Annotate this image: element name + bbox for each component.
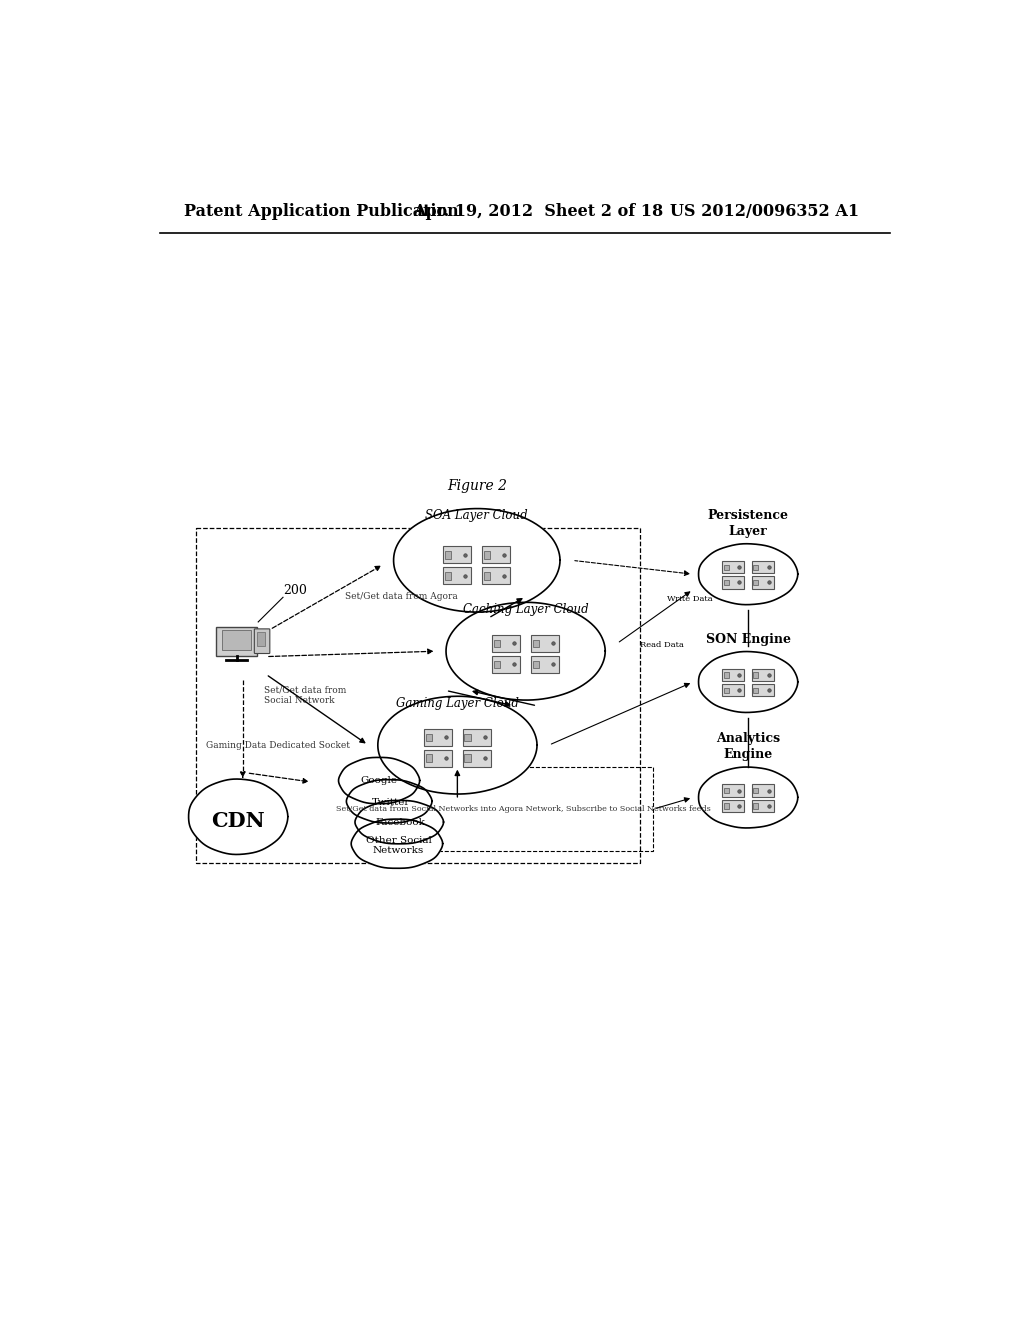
Text: Analytics
Engine: Analytics Engine [716,733,780,762]
FancyBboxPatch shape [257,632,265,645]
FancyBboxPatch shape [754,688,758,693]
FancyBboxPatch shape [722,561,744,573]
FancyBboxPatch shape [722,684,744,697]
FancyBboxPatch shape [482,568,510,585]
FancyBboxPatch shape [493,635,520,652]
Text: Set/Get data from Social Networks into Agora Network, Subscribe to Social Networ: Set/Get data from Social Networks into A… [336,805,711,813]
FancyBboxPatch shape [426,755,432,762]
Text: Patent Application Publication: Patent Application Publication [183,203,459,220]
FancyBboxPatch shape [754,788,758,793]
FancyBboxPatch shape [484,572,490,579]
Polygon shape [355,800,443,843]
FancyBboxPatch shape [754,803,758,809]
Bar [394,767,653,851]
FancyBboxPatch shape [532,640,539,647]
Polygon shape [698,544,798,605]
Text: Set/Get data from Agora: Set/Get data from Agora [345,593,458,601]
Polygon shape [698,652,798,713]
FancyBboxPatch shape [724,579,728,585]
Polygon shape [393,508,560,612]
Text: Persistence
Layer: Persistence Layer [708,510,788,539]
FancyBboxPatch shape [463,750,490,767]
FancyBboxPatch shape [445,552,452,558]
Polygon shape [378,696,537,795]
FancyBboxPatch shape [752,561,773,573]
FancyBboxPatch shape [722,577,744,589]
FancyBboxPatch shape [532,660,539,668]
FancyBboxPatch shape [222,631,251,651]
Text: Figure 2: Figure 2 [446,479,507,494]
Text: Google: Google [360,776,397,785]
Text: SON Engine: SON Engine [706,632,791,645]
FancyBboxPatch shape [722,784,744,797]
Text: Caching Layer Cloud: Caching Layer Cloud [463,603,589,615]
FancyBboxPatch shape [724,672,728,678]
Bar [197,528,640,863]
FancyBboxPatch shape [752,669,773,681]
FancyBboxPatch shape [724,688,728,693]
FancyBboxPatch shape [754,579,758,585]
FancyBboxPatch shape [752,577,773,589]
Polygon shape [346,780,432,824]
Text: Set/Get data from
Social Network: Set/Get data from Social Network [263,686,346,705]
FancyBboxPatch shape [443,568,471,585]
Text: Twitter: Twitter [372,797,410,807]
FancyBboxPatch shape [494,640,500,647]
FancyBboxPatch shape [724,788,728,793]
FancyBboxPatch shape [482,546,510,564]
FancyBboxPatch shape [754,672,758,678]
FancyBboxPatch shape [216,627,257,656]
FancyBboxPatch shape [754,565,758,570]
FancyBboxPatch shape [724,803,728,809]
Polygon shape [698,767,798,828]
FancyBboxPatch shape [463,729,490,746]
FancyBboxPatch shape [724,565,728,570]
FancyBboxPatch shape [531,656,559,673]
Text: Other Social
Networks: Other Social Networks [366,836,431,855]
FancyBboxPatch shape [254,628,270,653]
FancyBboxPatch shape [484,552,490,558]
FancyBboxPatch shape [722,669,744,681]
FancyBboxPatch shape [465,755,471,762]
FancyBboxPatch shape [424,729,452,746]
FancyBboxPatch shape [493,656,520,673]
Text: SOA Layer Cloud: SOA Layer Cloud [425,508,528,521]
FancyBboxPatch shape [443,546,471,564]
Text: 200: 200 [283,585,307,597]
Text: Gaming Data Dedicated Socket: Gaming Data Dedicated Socket [206,741,349,750]
FancyBboxPatch shape [722,800,744,812]
FancyBboxPatch shape [426,734,432,742]
FancyBboxPatch shape [494,660,500,668]
FancyBboxPatch shape [752,684,773,697]
Polygon shape [351,820,442,869]
Text: CDN: CDN [211,810,265,830]
Text: Gaming Layer Cloud: Gaming Layer Cloud [396,697,519,710]
Text: US 2012/0096352 A1: US 2012/0096352 A1 [671,203,859,220]
FancyBboxPatch shape [752,800,773,812]
FancyBboxPatch shape [424,750,452,767]
FancyBboxPatch shape [465,734,471,742]
FancyBboxPatch shape [531,635,559,652]
Polygon shape [339,758,420,804]
Polygon shape [446,602,605,700]
Text: Read Data: Read Data [640,642,683,649]
FancyBboxPatch shape [445,572,452,579]
Text: Facebook: Facebook [376,818,426,828]
Text: Write Data: Write Data [667,595,713,603]
Polygon shape [188,779,288,854]
Text: Apr. 19, 2012  Sheet 2 of 18: Apr. 19, 2012 Sheet 2 of 18 [414,203,664,220]
FancyBboxPatch shape [752,784,773,797]
